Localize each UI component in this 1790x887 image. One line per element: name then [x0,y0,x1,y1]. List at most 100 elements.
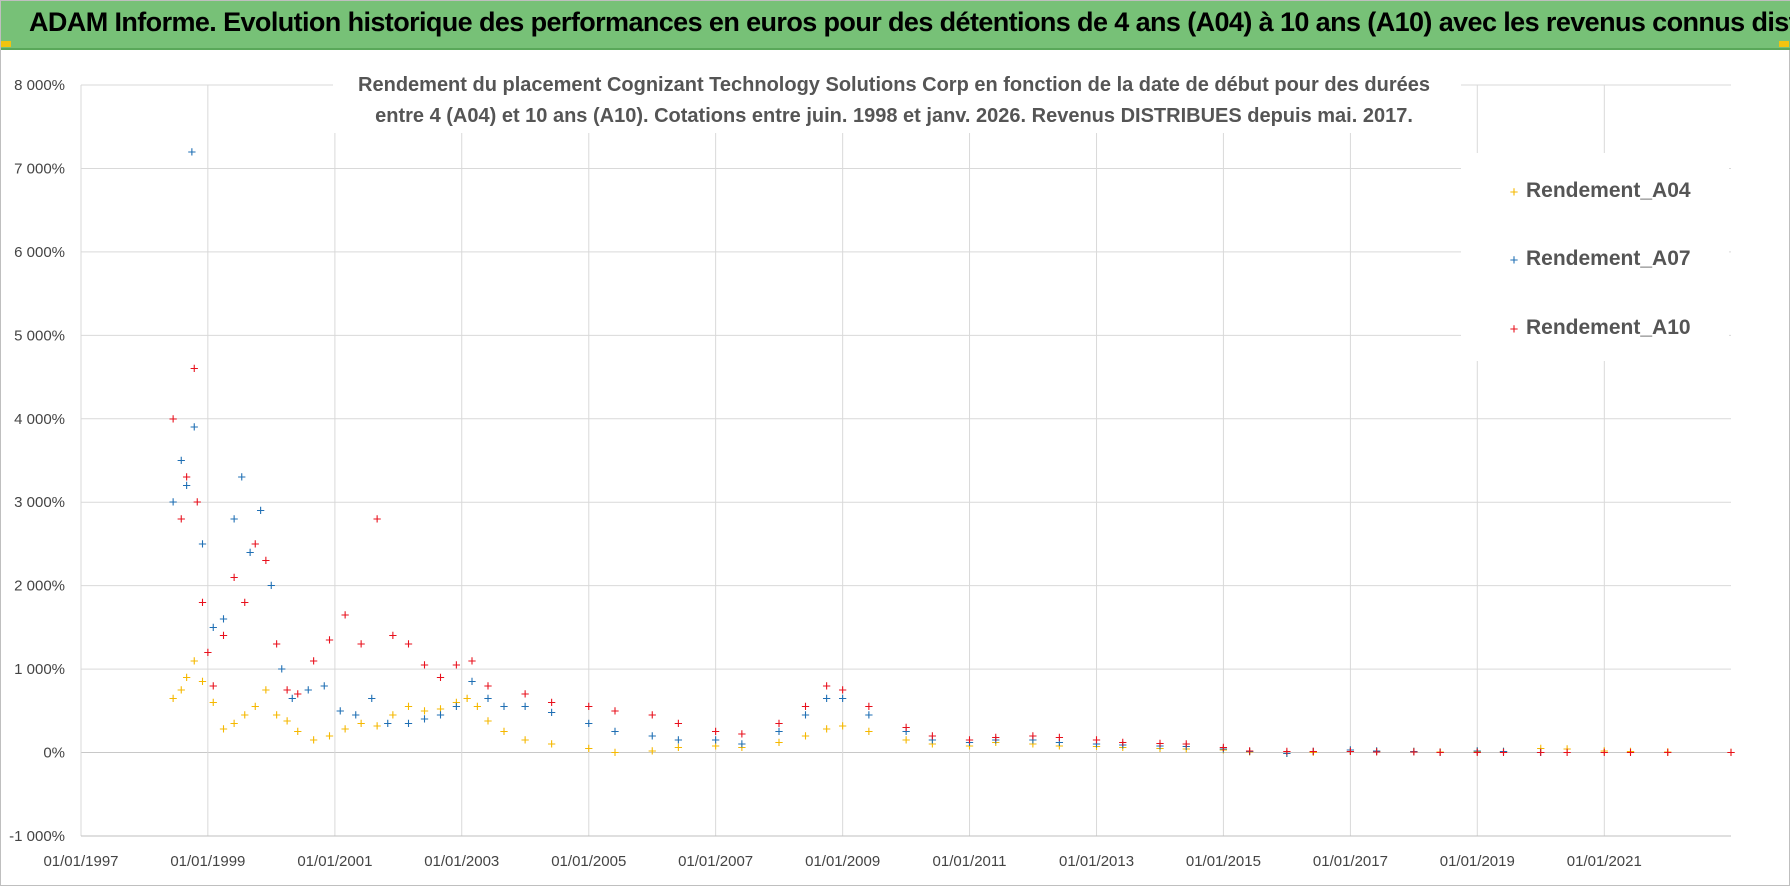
data-point: + [373,718,382,735]
data-point: + [193,494,202,511]
grid-lines [80,84,1731,837]
data-point: + [389,707,398,724]
data-point: + [436,669,445,686]
data-point: + [182,478,191,495]
data-point: + [1029,732,1038,749]
data-point: + [711,738,720,755]
data-point: + [230,511,239,528]
data-point: + [240,594,249,611]
data-point: + [801,707,810,724]
data-point: + [484,690,493,707]
data-point: + [190,361,199,378]
data-point: + [389,628,398,645]
data-point: + [1156,738,1165,755]
data-point: + [219,611,228,628]
data-point: + [1309,744,1318,761]
data-point: + [230,715,239,732]
data-point: + [357,636,366,653]
data-point: + [801,728,810,745]
data-point: + [1346,744,1355,761]
data-point: + [309,732,318,749]
data-point: + [1182,741,1191,758]
data-point: + [1182,736,1191,753]
data-point: + [203,644,212,661]
data-point: + [1055,738,1064,755]
x-tick-label: 01/01/2021 [1567,853,1642,870]
x-tick-label: 01/01/2001 [297,853,372,870]
data-point: + [1118,735,1127,752]
data-point: + [436,707,445,724]
data-point: + [1409,744,1418,761]
data-point: + [336,703,345,720]
corner-accent-right [1779,41,1789,47]
data-point: + [1536,745,1545,762]
data-point: + [383,715,392,732]
legend-marker-a07: + [1510,252,1519,269]
data-point: + [1156,735,1165,752]
data-point: + [237,469,246,486]
data-point: + [320,678,329,695]
data-point: + [500,724,509,741]
data-point: + [452,694,461,711]
data-point: + [928,728,937,745]
data-point: + [1499,743,1508,760]
y-tick-label: 8 000% [14,77,65,94]
data-point: + [182,469,191,486]
data-point: + [484,678,493,695]
data-point: + [991,730,1000,747]
data-point: + [1346,742,1355,759]
data-point: + [775,724,784,741]
y-tick-label: 1 000% [14,661,65,678]
data-point: + [1092,739,1101,756]
data-point: + [452,657,461,674]
data-point: + [1372,744,1381,761]
data-point: + [822,721,831,738]
data-point: + [965,735,974,752]
data-point: + [267,578,276,595]
y-tick-label: 0% [43,745,65,762]
data-point: + [991,732,1000,749]
data-point: + [1499,745,1508,762]
data-point: + [177,453,186,470]
data-point: + [1727,745,1736,762]
data-point: + [251,536,260,553]
data-point: + [283,682,292,699]
data-point: + [1309,743,1318,760]
data-point: + [230,569,239,586]
data-point: + [169,690,178,707]
data-point: + [325,728,334,745]
data-point: + [1473,745,1482,762]
data-point: + [1600,743,1609,760]
data-point: + [1029,728,1038,745]
data-point: + [1626,745,1635,762]
data-point: + [177,682,186,699]
data-point: + [1245,744,1254,761]
x-tick-label: 01/01/1997 [43,853,118,870]
data-point: + [500,699,509,716]
data-point: + [272,707,281,724]
data-point: + [902,732,911,749]
y-tick-label: 5 000% [14,327,65,344]
data-point: + [1563,741,1572,758]
y-tick-label: 3 000% [14,494,65,511]
data-point: + [1156,740,1165,757]
data-point: + [1372,743,1381,760]
y-tick-label: 4 000% [14,411,65,428]
data-point: + [838,718,847,735]
data-point: + [674,740,683,757]
data-point: + [373,511,382,528]
data-point: + [1372,743,1381,760]
data-point: + [1600,745,1609,762]
data-point: + [309,653,318,670]
series-rendement-a04: + + + + + + + + + + + + + + + + + + + + + + + + + + + + + + + + + + + + + + + +… [169,653,1736,763]
data-point: + [198,674,207,691]
data-point: + [1055,730,1064,747]
data-point: + [256,503,265,520]
data-point: + [648,707,657,724]
data-point: + [1346,744,1355,761]
data-point: + [1055,735,1064,752]
x-tick-label: 01/01/2017 [1313,853,1388,870]
data-point: + [262,682,271,699]
legend-label-a04: Rendement_A04 [1526,179,1691,202]
